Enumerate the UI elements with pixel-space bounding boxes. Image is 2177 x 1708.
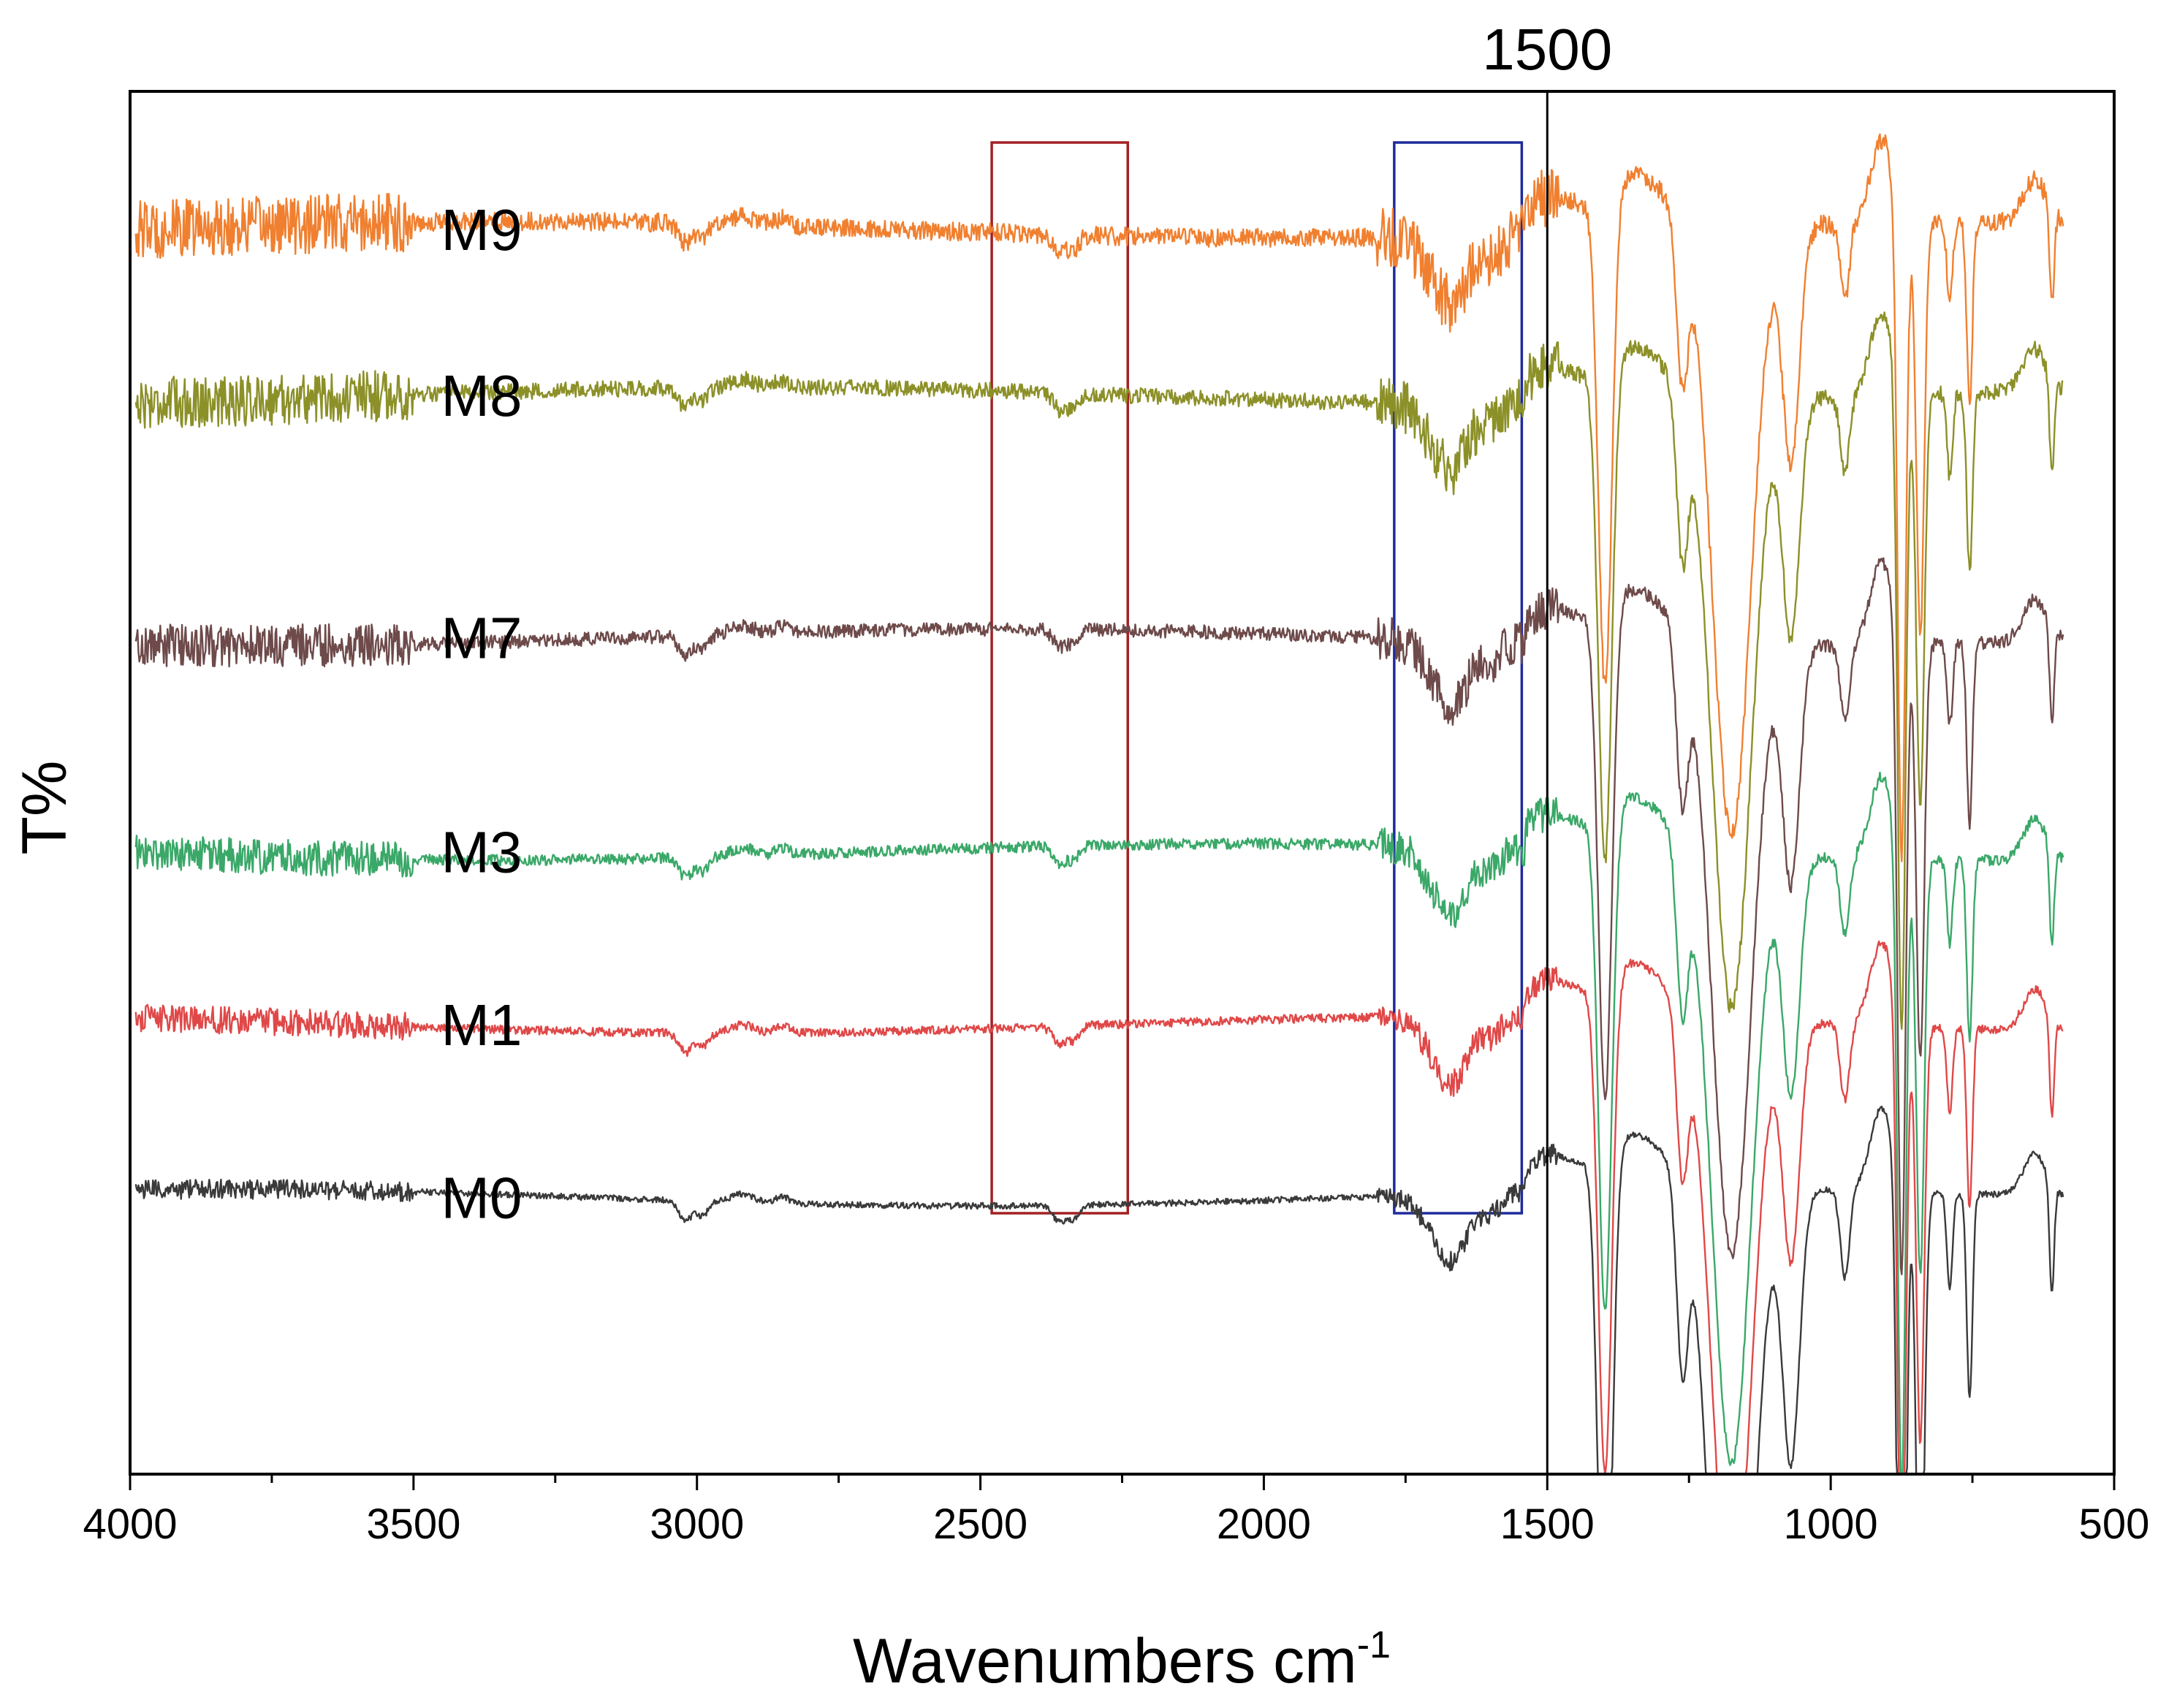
- x-tick-label: 1000: [1784, 1500, 1878, 1548]
- x-tick-label: 500: [2079, 1500, 2150, 1548]
- x-axis-title-text: Wavenumbers cm: [853, 1626, 1357, 1696]
- series-line-m9: [134, 133, 2064, 862]
- series-line-m7: [134, 557, 2064, 1275]
- series-labels: M9 M8 M7 M3 M1 M0: [441, 197, 522, 1230]
- x-axis-title: Wavenumbers cm-1: [853, 1624, 1391, 1696]
- y-axis-title: T%: [10, 761, 80, 855]
- x-tick-label: 2500: [933, 1500, 1027, 1548]
- x-tick-label: 3000: [650, 1500, 744, 1548]
- highlight-box-1: [990, 141, 1130, 1215]
- series-label-m9: M9: [441, 197, 522, 262]
- reference-line-group: 1500: [1482, 17, 1612, 1474]
- highlight-box-2: [1393, 141, 1524, 1215]
- series-label-m7: M7: [441, 605, 522, 670]
- series-label-m0: M0: [441, 1166, 522, 1231]
- series-line-m3: [134, 771, 2064, 1476]
- series-line-m8: [134, 311, 2064, 1031]
- highlight-boxes: [990, 141, 1524, 1215]
- x-axis-title-superscript: -1: [1357, 1624, 1391, 1666]
- series-label-m3: M3: [441, 820, 522, 885]
- x-axis: 4000 3500 3000 2500 2000 1500 1000 500: [83, 1474, 2149, 1548]
- reference-line-label: 1500: [1482, 17, 1612, 82]
- x-tick-label: 1500: [1500, 1500, 1595, 1548]
- series-label-m1: M1: [441, 992, 522, 1058]
- x-tick-label: 2000: [1217, 1500, 1311, 1548]
- x-tick-label: 3500: [366, 1500, 460, 1548]
- x-tick-label: 4000: [83, 1500, 177, 1548]
- series-label-m8: M8: [441, 363, 522, 428]
